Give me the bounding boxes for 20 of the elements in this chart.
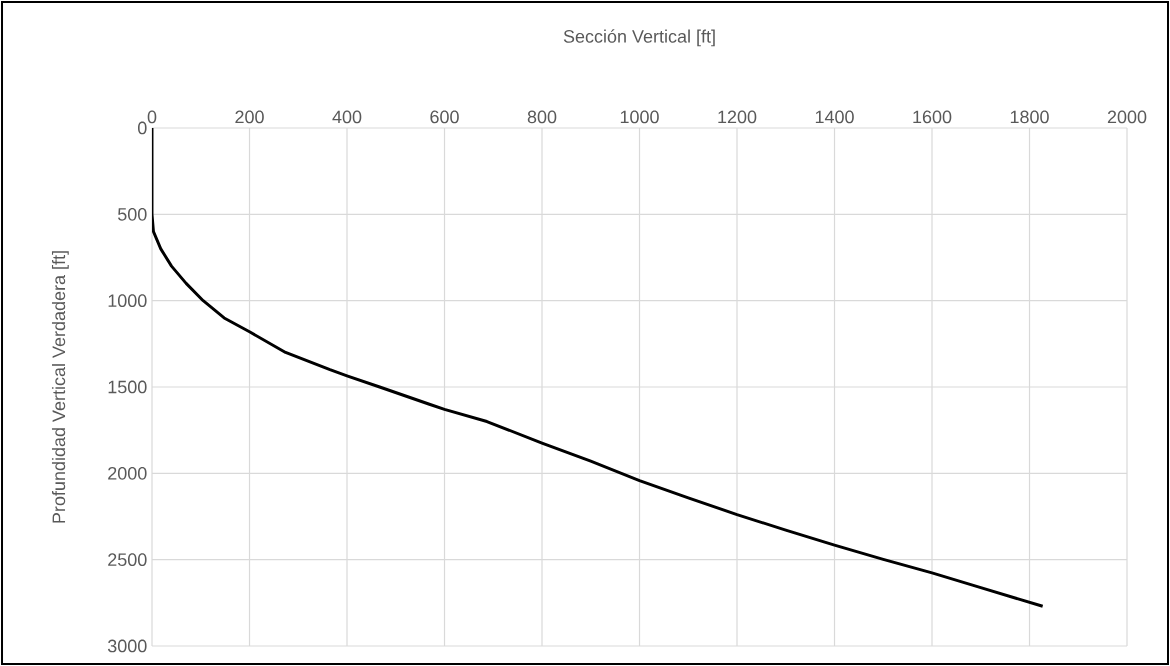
y-axis-title: Profundidad Vertical Verdadera [ft] [51, 251, 69, 523]
y-tick-label: 3000 [107, 639, 147, 653]
x-tick-label: 1600 [913, 110, 952, 124]
x-tick-label: 0 [147, 110, 157, 124]
y-tick-label: 2000 [108, 466, 147, 480]
x-axis-title: Sección Vertical [ft] [563, 29, 715, 47]
y-tick-label: 1000 [108, 294, 147, 308]
x-tick-label: 800 [527, 110, 557, 124]
x-tick-label: 1000 [620, 110, 659, 124]
x-tick-label: 2000 [1107, 110, 1147, 124]
x-tick-label: 1200 [718, 110, 757, 124]
x-tick-label: 200 [235, 110, 264, 124]
x-tick-label: 600 [430, 110, 459, 124]
x-tick-label: 400 [332, 110, 362, 124]
x-tick-label: 1800 [1010, 110, 1049, 124]
y-tick-label: 1500 [108, 380, 147, 394]
y-tick-label: 500 [117, 207, 147, 221]
x-tick-label: 1400 [815, 110, 854, 124]
y-tick-label: 2500 [108, 553, 147, 567]
y-tick-label: 0 [138, 121, 147, 135]
